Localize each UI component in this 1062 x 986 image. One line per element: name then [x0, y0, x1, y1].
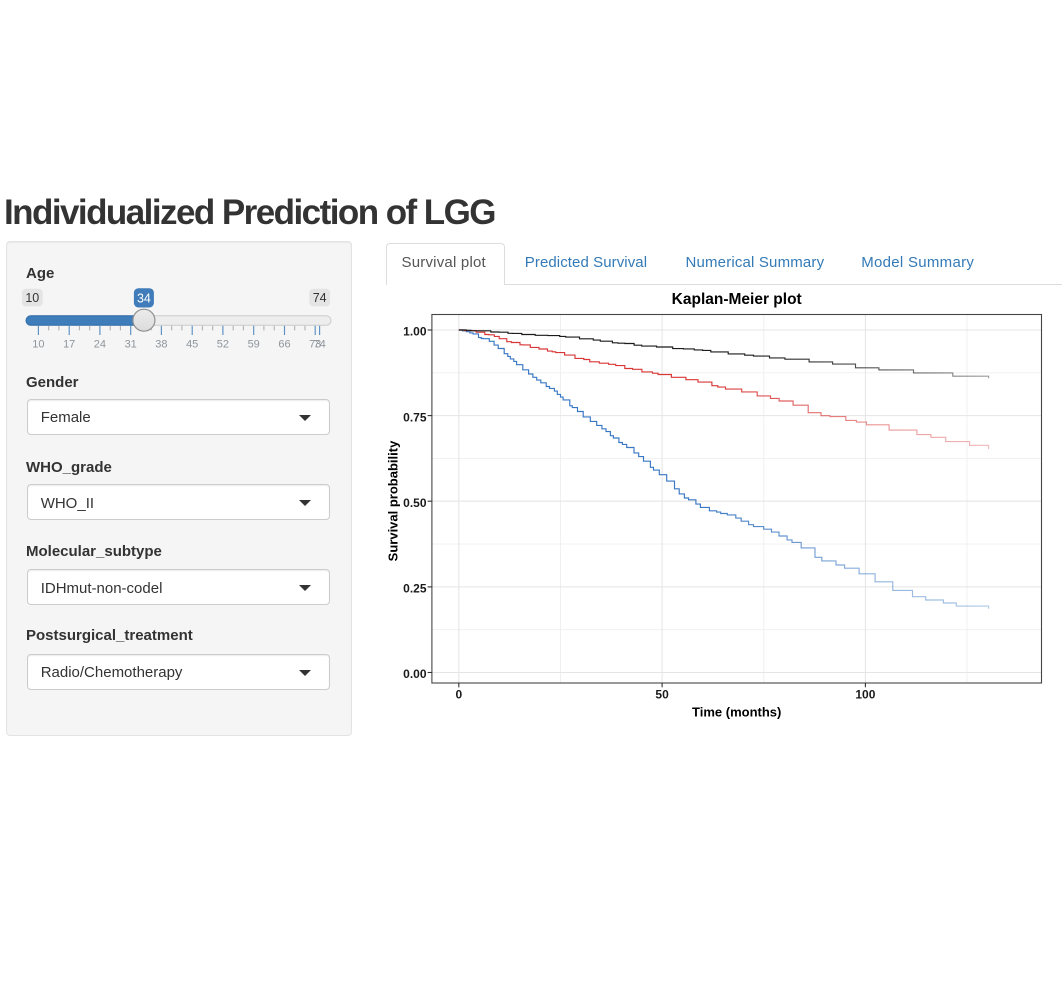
svg-text:Kaplan-Meier plot: Kaplan-Meier plot: [672, 291, 802, 308]
svg-text:34: 34: [137, 291, 151, 305]
svg-text:Survival probability: Survival probability: [385, 440, 400, 561]
svg-text:10: 10: [32, 339, 44, 351]
svg-text:24: 24: [94, 339, 106, 351]
svg-text:38: 38: [155, 339, 167, 351]
svg-text:0.75: 0.75: [403, 410, 427, 424]
svg-text:52: 52: [217, 339, 229, 351]
svg-text:74: 74: [313, 291, 327, 305]
svg-text:74: 74: [313, 339, 325, 351]
svg-text:1.00: 1.00: [403, 325, 427, 339]
svg-text:50: 50: [655, 688, 669, 702]
svg-text:17: 17: [63, 339, 75, 351]
svg-text:59: 59: [248, 339, 260, 351]
svg-text:73: 73: [309, 339, 321, 351]
svg-text:0.25: 0.25: [403, 582, 427, 596]
svg-text:31: 31: [125, 339, 137, 351]
svg-text:10: 10: [25, 291, 39, 305]
svg-text:0.50: 0.50: [403, 496, 427, 510]
svg-text:0: 0: [455, 688, 462, 702]
svg-text:45: 45: [186, 339, 198, 351]
svg-text:100: 100: [855, 688, 875, 702]
svg-text:0.00: 0.00: [403, 667, 427, 681]
svg-text:Time (months): Time (months): [692, 705, 781, 720]
svg-text:66: 66: [278, 339, 290, 351]
